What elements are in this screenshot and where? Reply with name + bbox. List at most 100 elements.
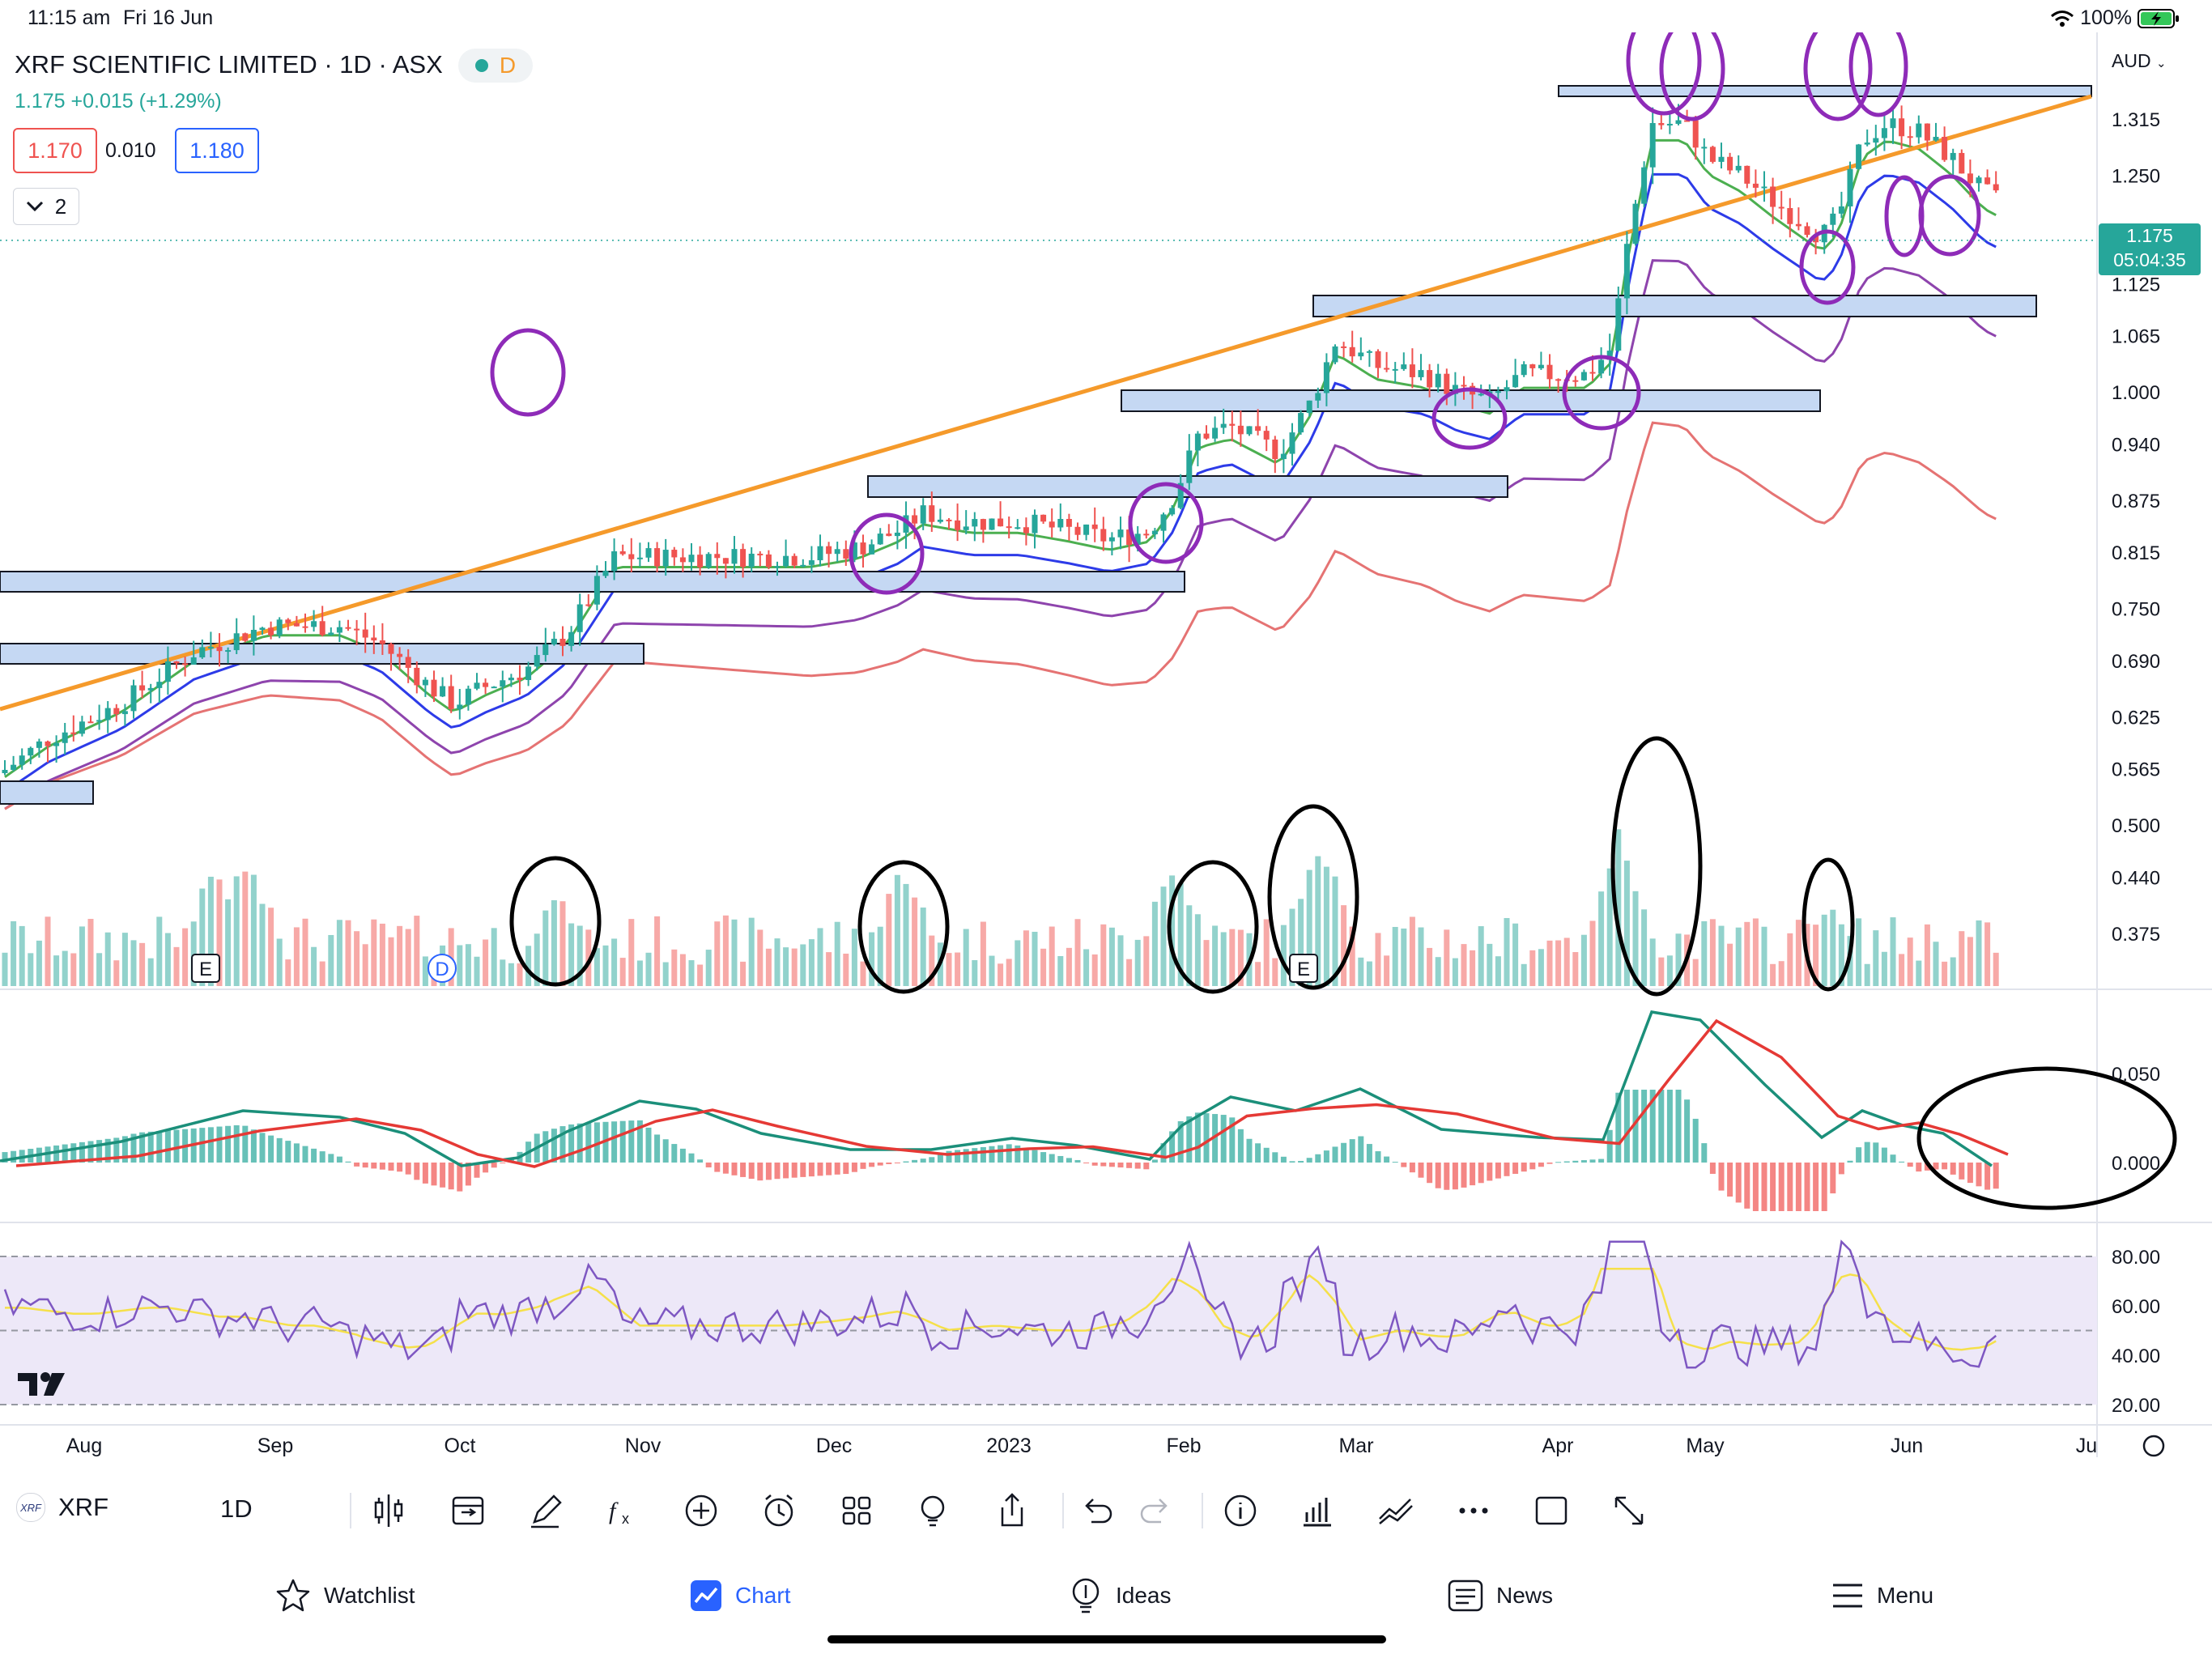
event-marker-label: D [435,959,449,980]
share-button[interactable] [986,1485,1038,1537]
chart-icon [691,1580,721,1611]
dividend-marker-icon[interactable] [428,954,457,983]
tab-menu[interactable]: Menu [1831,1575,1933,1616]
collapse-legend-button[interactable]: 2 [13,188,79,225]
volume-bar [1752,918,1759,986]
expand-button[interactable] [1603,1485,1655,1537]
trendline [0,94,2092,712]
volume-bar [1298,899,1304,986]
volume-bar [1641,909,1648,986]
price-tick-label: 0.940 [2112,434,2160,456]
market-status-badge[interactable]: D [458,49,533,83]
candle-body [1615,298,1622,351]
home-indicator [827,1635,1386,1643]
tab-news[interactable]: News [1448,1575,1553,1616]
volume-bar [783,947,789,986]
earnings-marker-icon[interactable] [1289,954,1318,983]
macd-histogram-bar [1598,1158,1605,1163]
volume-bar [405,929,411,986]
candle-body [1709,147,1716,162]
volume-bar [1049,926,1055,986]
candle-body [293,623,300,627]
settings-gear-icon[interactable] [2142,1435,2165,1457]
info-button[interactable] [1214,1485,1266,1537]
volume-bar [1744,921,1750,986]
time-tick-label: Ju [2076,1435,2097,1457]
tab-chart[interactable]: Chart [690,1575,790,1616]
volume-bar [1856,918,1862,986]
compare-button[interactable] [442,1485,494,1537]
buy-price-button[interactable]: 1.180 [175,128,259,173]
square-button[interactable] [1525,1485,1577,1537]
volume-bar [1830,909,1836,986]
bars-button[interactable] [1291,1485,1342,1537]
macd-histogram-bar [1074,1159,1081,1163]
candle-body [748,553,755,568]
macd-histogram-bar [1847,1160,1853,1163]
price-tick-label: 0.815 [2112,542,2160,564]
currency-selector[interactable]: AUD ⌄ [2112,50,2167,72]
volume-bar [912,897,918,986]
candle-body [19,755,25,765]
candle-body [817,546,823,561]
volume-bar [1392,926,1398,986]
volume-bar [1993,952,1999,986]
volume-bar [679,954,686,986]
candle-body [963,526,969,530]
candle-body [705,554,712,568]
candle-body [1546,364,1553,380]
macd-histogram-bar [1401,1163,1407,1167]
more-button[interactable] [1448,1485,1499,1537]
redo-button[interactable] [1130,1485,1182,1537]
highlight-circle [1799,229,1856,305]
candle-body [1358,352,1364,357]
macd-histogram-bar [817,1163,823,1176]
volume-bar [1478,926,1484,986]
candle-body [1847,168,1853,206]
candle-body [1117,529,1124,538]
earnings-marker-icon[interactable] [191,954,220,983]
tab-label: News [1496,1583,1554,1608]
volume-bar [1512,923,1519,986]
volume-bar [1666,955,1673,986]
lightbulb-button[interactable] [907,1485,959,1537]
macd-histogram-bar [1108,1163,1115,1167]
volume-bar [1057,956,1064,986]
indicators-button[interactable] [1370,1485,1422,1537]
macd-histogram-bar [1366,1144,1372,1163]
rsi-tick-label: 60.00 [2112,1296,2160,1318]
interval-selector[interactable]: 1D [220,1494,253,1523]
volume-bar [62,950,68,986]
candle-body [1521,364,1527,376]
symbol-selector[interactable]: XRF XRF [16,1493,108,1522]
candle-body [1658,122,1665,125]
pencil-button[interactable] [520,1485,572,1537]
macd-histogram-bar [1933,1163,1939,1170]
candle-body [534,655,540,667]
tab-watchlist[interactable]: Watchlist [275,1575,415,1616]
candle-body [311,621,317,627]
tab-ideas[interactable]: Ideas [1069,1575,1172,1616]
undo-button[interactable] [1070,1485,1122,1537]
candle-body [1804,226,1810,236]
candle-body [1555,379,1562,381]
volume-bar [1598,891,1605,986]
plus-circle-button[interactable] [675,1485,727,1537]
volume-bar [268,908,274,986]
volume-bar [1933,942,1939,986]
spread-value: 0.010 [105,138,156,162]
alarm-button[interactable] [753,1485,805,1537]
lightbulb-icon [921,1495,945,1527]
candles-button[interactable] [363,1485,415,1537]
rsi-line [3,1239,1997,1369]
volume-bar [1306,869,1312,986]
sell-price-button[interactable]: 1.170 [13,128,97,173]
layout-button[interactable] [831,1485,883,1537]
macd-histogram-bar [1778,1163,1784,1211]
chart-canvas[interactable]: E D E 1.315 1.250 1.125 1.065 1.000 0.940 0.875 0.… [0,32,2212,1480]
candle-body [457,704,463,709]
volume-bar [379,923,385,986]
candle-body [989,518,995,530]
compare-icon [452,1496,484,1525]
